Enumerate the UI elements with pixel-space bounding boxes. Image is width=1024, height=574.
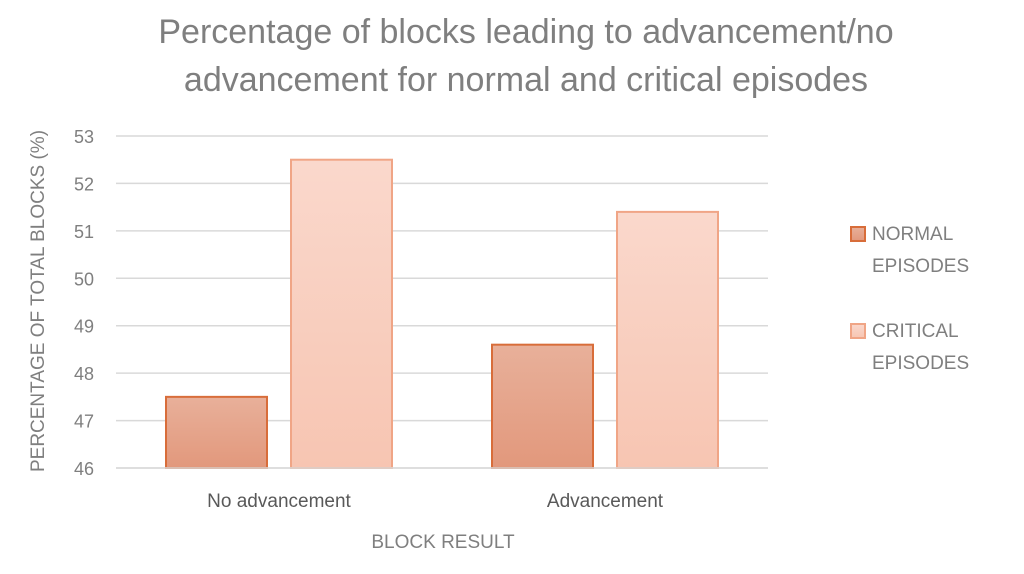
y-tick-label: 47 [74, 412, 94, 432]
x-category-label: No advancement [207, 491, 351, 512]
bar-advancement-critical-episodes [616, 210, 719, 469]
legend-label: EPISODES [872, 353, 969, 374]
bar-no-advancement-normal-episodes [165, 395, 268, 470]
legend-item: NORMAL EPISODES [850, 224, 969, 277]
legend-label: EPISODES [872, 256, 969, 277]
chart-title-line-2: advancement for normal and critical epis… [184, 61, 868, 99]
y-tick-label: 48 [74, 364, 94, 384]
y-axis-ticks: 46 47 48 49 50 51 52 53 [74, 127, 94, 479]
legend-swatch [850, 226, 866, 242]
y-tick-label: 49 [74, 317, 94, 337]
legend-swatch [850, 323, 866, 339]
y-tick-label: 51 [74, 222, 94, 242]
legend-label: CRITICAL [872, 321, 959, 342]
bars [116, 158, 768, 470]
legend-item: CRITICAL EPISODES [850, 321, 969, 374]
chart-title-line-1: Percentage of blocks leading to advancem… [158, 13, 893, 51]
y-tick-label: 52 [74, 174, 94, 194]
y-tick-label: 53 [74, 127, 94, 147]
x-axis-categories: No advancement Advancement [207, 491, 664, 512]
y-tick-label: 50 [74, 269, 94, 289]
y-axis-title: PERCENTAGE OF TOTAL BLOCKS (%) [28, 130, 49, 472]
legend: NORMAL EPISODES CRITICAL EPISODES [850, 224, 969, 374]
bar-advancement-normal-episodes [491, 343, 594, 469]
bar-no-advancement-critical-episodes [290, 158, 393, 469]
y-tick-label: 46 [74, 459, 94, 479]
x-axis-title: BLOCK RESULT [371, 532, 515, 553]
legend-label: NORMAL [872, 224, 953, 245]
x-category-label: Advancement [547, 491, 664, 512]
